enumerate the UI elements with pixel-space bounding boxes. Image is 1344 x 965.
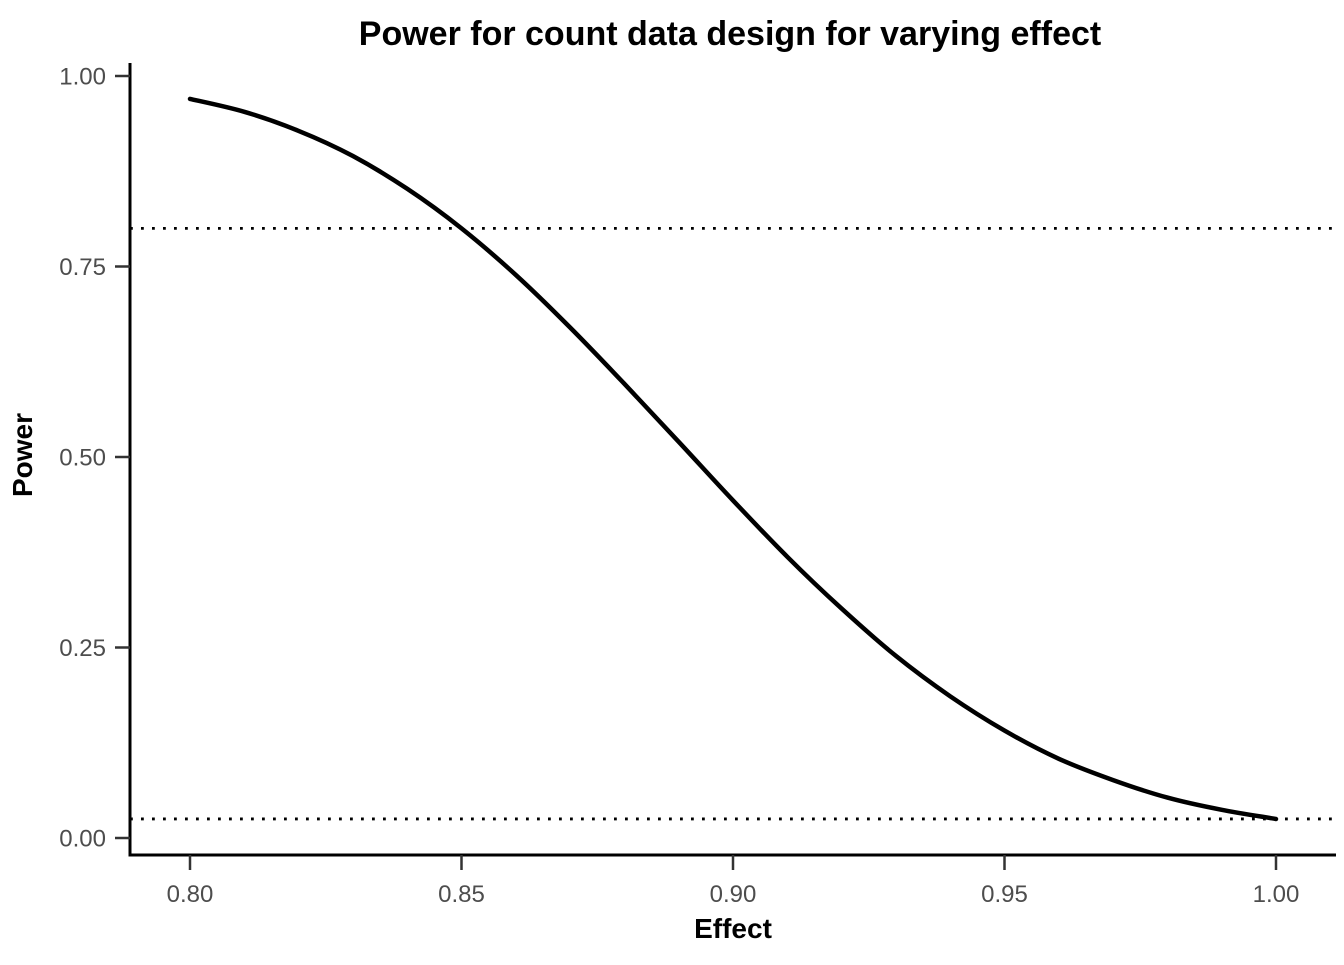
x-tick-label: 0.95 <box>981 881 1028 908</box>
y-tick-label: 0.00 <box>59 826 106 853</box>
x-tick-label: 0.85 <box>438 881 485 908</box>
x-tick-label: 0.90 <box>710 881 757 908</box>
x-axis-ticks: 0.80 0.85 0.90 0.95 1.00 <box>167 855 1300 908</box>
x-axis-title: Effect <box>694 913 772 944</box>
y-axis-ticks: 0.00 0.25 0.50 0.75 1.00 <box>59 64 130 853</box>
y-tick-label: 1.00 <box>59 64 106 91</box>
x-tick-label: 0.80 <box>167 881 214 908</box>
reference-lines <box>130 226 1336 821</box>
y-tick-label: 0.50 <box>59 445 106 472</box>
chart-title: Power for count data design for varying … <box>359 15 1101 53</box>
y-tick-label: 0.75 <box>59 254 106 281</box>
power-curve <box>187 96 1279 822</box>
y-tick-label: 0.25 <box>59 635 106 662</box>
y-axis-title: Power <box>7 413 38 497</box>
x-tick-label: 1.00 <box>1253 881 1300 908</box>
